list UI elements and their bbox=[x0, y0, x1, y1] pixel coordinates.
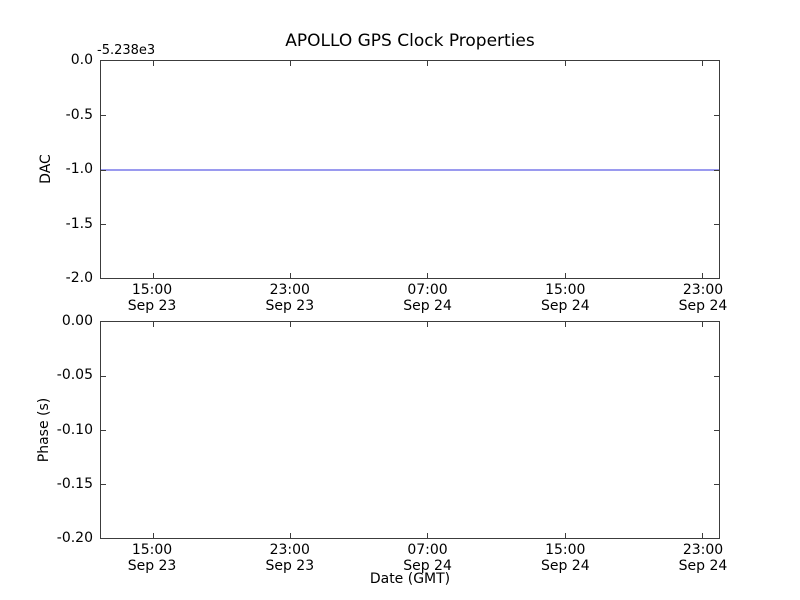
tick-mark bbox=[101, 115, 106, 117]
tick-mark bbox=[290, 273, 292, 278]
x-tick-label: 07:00 Sep 24 bbox=[403, 282, 452, 314]
y-tick-label: -2.0 bbox=[65, 270, 93, 286]
tick-mark bbox=[290, 61, 292, 66]
tick-mark bbox=[702, 533, 704, 538]
tick-mark bbox=[714, 223, 719, 225]
axes-top-dac bbox=[100, 60, 720, 279]
tick-mark bbox=[152, 273, 154, 278]
tick-mark bbox=[564, 322, 566, 327]
tick-mark bbox=[101, 169, 106, 171]
dac-data-line bbox=[101, 168, 719, 171]
tick-mark bbox=[702, 61, 704, 66]
y-tick-label: -0.15 bbox=[56, 475, 93, 492]
axes-bottom-phase bbox=[100, 321, 720, 539]
y-tick-label: -0.10 bbox=[56, 421, 93, 438]
tick-mark bbox=[714, 430, 719, 431]
tick-mark bbox=[290, 533, 292, 538]
x-tick-labels-top: 15:00 Sep 23 23:00 Sep 23 07:00 Sep 24 15:0… bbox=[100, 282, 728, 316]
chart-title: APOLLO GPS Clock Properties bbox=[285, 31, 535, 51]
tick-mark bbox=[152, 533, 154, 538]
tick-mark bbox=[702, 273, 704, 278]
tick-mark bbox=[714, 169, 719, 171]
tick-mark bbox=[564, 61, 566, 66]
y-axis-offset-text: -5.238e3 bbox=[97, 43, 156, 58]
tick-mark bbox=[564, 533, 566, 538]
y-tick-label: -0.5 bbox=[65, 106, 93, 123]
x-tick-label: 15:00 Sep 23 bbox=[127, 542, 177, 574]
tick-mark bbox=[152, 61, 154, 66]
tick-mark bbox=[101, 223, 106, 225]
y-tick-label: -1.0 bbox=[65, 161, 93, 177]
y-tick-label: -1.5 bbox=[65, 215, 93, 232]
tick-mark bbox=[427, 61, 429, 66]
tick-mark bbox=[152, 322, 154, 327]
y-tick-labels-top: 0.0 -0.5 -1.0 -1.5 -2.0 bbox=[0, 52, 93, 286]
x-tick-label: 23:00 Sep 24 bbox=[678, 542, 728, 574]
x-tick-label: 15:00 Sep 23 bbox=[127, 282, 177, 314]
tick-mark bbox=[101, 376, 106, 377]
x-tick-label: 23:00 Sep 23 bbox=[265, 542, 315, 574]
x-tick-label: 15:00 Sep 24 bbox=[540, 282, 590, 314]
y-tick-labels-bottom: 0.00 -0.05 -0.10 -0.15 -0.20 bbox=[0, 313, 93, 546]
x-tick-label: 23:00 Sep 24 bbox=[678, 282, 728, 314]
tick-mark bbox=[101, 484, 106, 485]
tick-mark bbox=[714, 376, 719, 377]
x-axis-label: Date (GMT) bbox=[369, 571, 451, 587]
tick-mark bbox=[714, 115, 719, 117]
x-tick-label: 15:00 Sep 24 bbox=[540, 542, 590, 574]
tick-mark bbox=[290, 322, 292, 327]
tick-mark bbox=[564, 273, 566, 278]
y-tick-label: 0.00 bbox=[61, 313, 93, 329]
tick-mark bbox=[427, 322, 429, 327]
tick-mark bbox=[702, 322, 704, 327]
y-tick-label: 0.0 bbox=[70, 52, 93, 68]
x-tick-labels-bottom: 15:00 Sep 23 23:00 Sep 23 07:00 Sep 24 15:0… bbox=[100, 542, 728, 576]
y-tick-label: -0.20 bbox=[56, 530, 93, 546]
tick-mark bbox=[427, 533, 429, 538]
tick-mark bbox=[101, 430, 106, 431]
x-tick-label: 07:00 Sep 24 bbox=[403, 542, 452, 574]
y-tick-label: -0.05 bbox=[56, 367, 93, 384]
x-tick-label: 23:00 Sep 23 bbox=[265, 282, 315, 314]
tick-mark bbox=[427, 273, 429, 278]
tick-mark bbox=[714, 484, 719, 485]
